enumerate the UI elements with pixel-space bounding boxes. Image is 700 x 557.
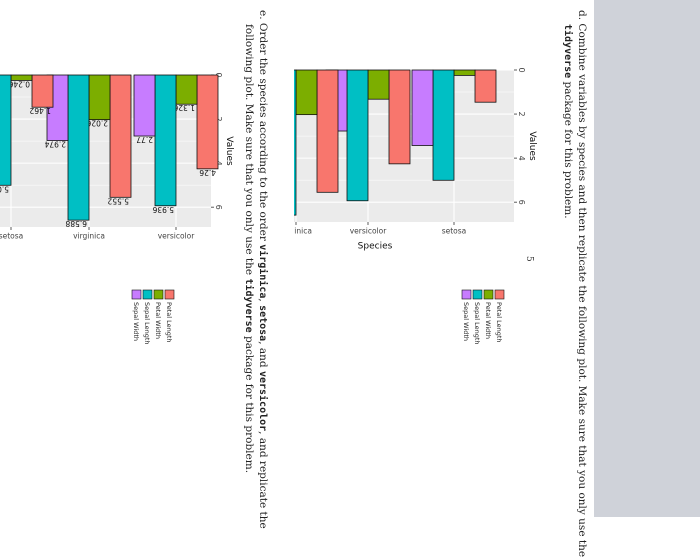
axis-title-values: Values xyxy=(527,131,537,161)
tick-label: 6 xyxy=(214,205,223,210)
category-label: setosa xyxy=(442,226,467,235)
tick-label: 2 xyxy=(517,112,526,117)
legend-label: Petal Width xyxy=(484,302,492,339)
data-label: 5.552 xyxy=(107,196,129,205)
category-label: versicolor xyxy=(350,226,388,235)
category-label: virginica xyxy=(294,226,312,235)
bar xyxy=(294,69,297,216)
bar xyxy=(411,69,434,146)
legend-swatch xyxy=(483,289,494,300)
bar xyxy=(31,74,54,108)
viewer-side-panel xyxy=(594,0,700,517)
legend-swatch xyxy=(142,289,153,300)
bar xyxy=(175,74,198,105)
legend-swatch xyxy=(164,289,175,300)
legend-swatch xyxy=(472,289,483,300)
bar xyxy=(88,74,111,121)
legend-swatch xyxy=(153,289,164,300)
legend-label: Sepal Length xyxy=(473,302,481,345)
data-label: 1.462 xyxy=(29,106,51,115)
tick-label: 4 xyxy=(214,161,223,166)
tick-label: 0 xyxy=(214,72,223,77)
rotated-page-content: d. Combine variables by species and then… xyxy=(0,10,588,557)
category-label: versicolor xyxy=(158,231,196,240)
legend-label: Sepal Width xyxy=(462,302,470,341)
bar xyxy=(67,74,90,221)
data-label: 5.936 xyxy=(152,205,174,214)
bar xyxy=(474,69,497,103)
legend-swatch xyxy=(131,289,142,300)
chart-2: 0 2 4 6 Values versicolor virginica setosa 4.26 1… xyxy=(0,72,234,345)
legend-label: Petal Length xyxy=(495,302,503,343)
legend-swatch xyxy=(494,289,505,300)
legend-label: Petal Length xyxy=(165,302,173,343)
tick-label: 4 xyxy=(517,156,526,161)
bar xyxy=(154,74,177,207)
legend-label: Sepal Width xyxy=(132,302,140,341)
bar xyxy=(346,69,369,202)
bar xyxy=(316,69,339,193)
tick-label: 2 xyxy=(214,117,223,122)
tick-label: 6 xyxy=(517,200,526,205)
data-label: 6.588 xyxy=(65,219,87,228)
chart-1: 0 2 4 6 Values setosa versicolor virginica Speci… xyxy=(294,67,537,345)
legend-swatch xyxy=(461,289,472,300)
data-label: 2.026 xyxy=(86,119,108,128)
bar xyxy=(388,69,411,165)
data-label: 0.246 xyxy=(8,79,30,88)
category-label: setosa xyxy=(0,231,23,240)
data-label: 2.77 xyxy=(136,135,153,144)
bar xyxy=(196,74,219,170)
data-label: 4.26 xyxy=(199,168,216,177)
data-label: 2.974 xyxy=(44,140,66,149)
legend-label: Sepal Length xyxy=(143,302,151,345)
data-label: 1.326 xyxy=(173,103,195,112)
data-label: 5.006 xyxy=(0,184,9,193)
bar xyxy=(109,74,132,198)
axis-title-values: Values xyxy=(224,136,234,166)
bar xyxy=(0,74,12,186)
legend-label: Petal Width xyxy=(154,302,162,339)
tick-label: 0 xyxy=(517,67,526,72)
bar xyxy=(133,74,156,137)
category-label: virginica xyxy=(73,231,105,240)
axis-title-species: Species xyxy=(358,241,393,251)
